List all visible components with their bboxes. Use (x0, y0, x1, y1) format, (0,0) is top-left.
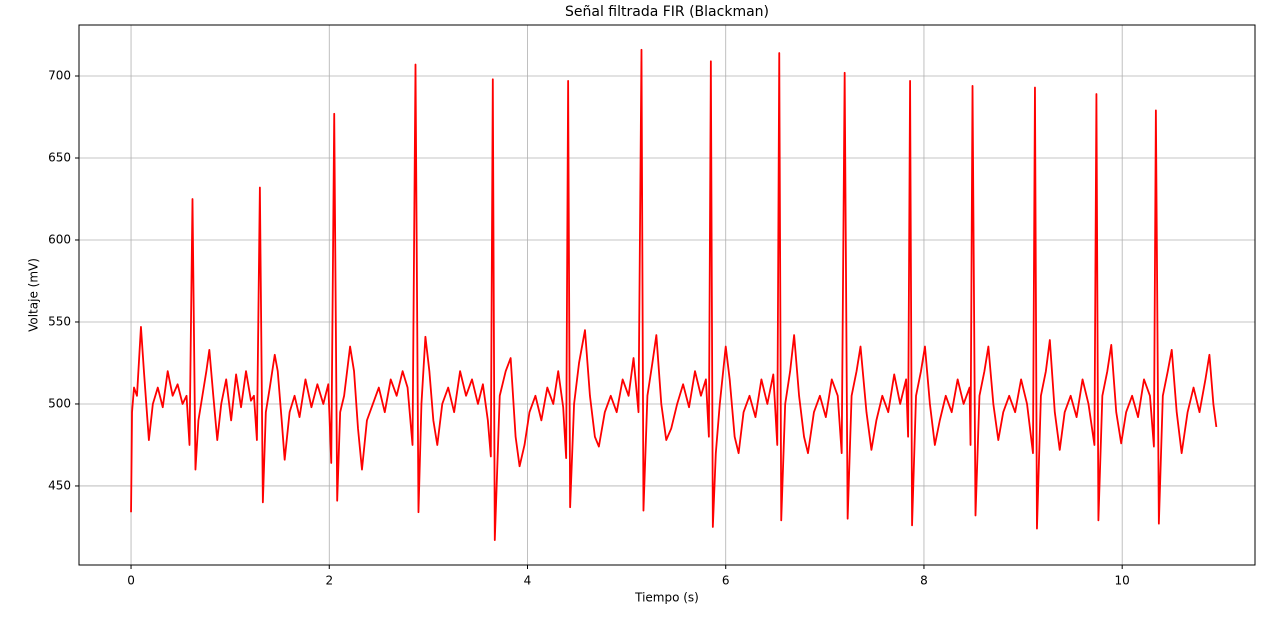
signal-line (130, 48, 1218, 541)
chart-title: Señal filtrada FIR (Blackman) (565, 4, 769, 20)
x-tick-label: 4 (524, 574, 532, 588)
y-tick-label: 550 (48, 314, 71, 328)
y-tick-label: 450 (48, 478, 71, 492)
y-tick-label: 600 (48, 232, 71, 246)
x-tick-label: 10 (1115, 574, 1130, 588)
x-axis-label: Tiempo (s) (634, 591, 699, 605)
y-axis-label: Voltaje (mV) (27, 258, 41, 332)
y-tick-label: 700 (48, 68, 71, 82)
plot-frame (78, 24, 1256, 566)
x-tick-label: 8 (920, 574, 928, 588)
x-tick-label: 2 (325, 574, 333, 588)
x-tick-label: 0 (127, 574, 135, 588)
x-tick-label: 6 (722, 574, 730, 588)
y-tick-label: 650 (48, 150, 71, 164)
y-tick-label: 500 (48, 396, 71, 410)
